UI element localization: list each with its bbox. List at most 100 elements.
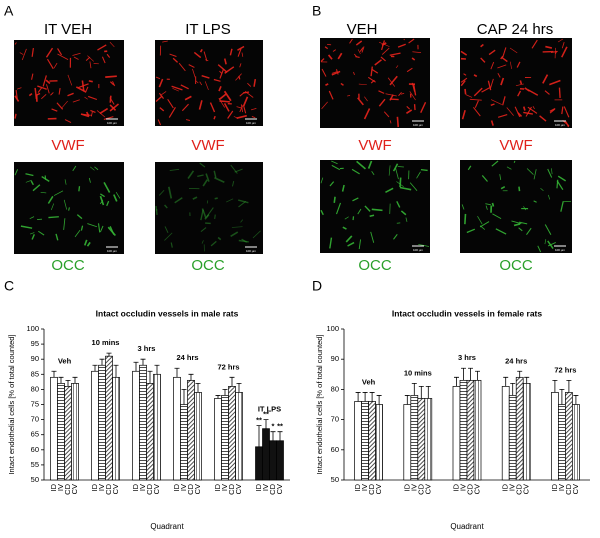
- vessel: [231, 180, 235, 187]
- vessel: [46, 84, 50, 94]
- vessel: [197, 174, 204, 177]
- bar: [214, 398, 222, 481]
- vessel: [169, 168, 180, 171]
- chart-title: Intact occludin vessels in female rats: [392, 308, 543, 318]
- vessel: [351, 168, 360, 175]
- vessel: [378, 90, 385, 94]
- quadrant-label: CV: [234, 484, 243, 494]
- vessel: [63, 199, 68, 210]
- vessel: [219, 70, 223, 74]
- bar: [276, 440, 284, 481]
- vessel: [480, 57, 486, 63]
- vessel: [357, 97, 364, 106]
- y-tick-label: 90: [31, 354, 39, 363]
- vessel: [247, 82, 252, 87]
- vessel: [233, 116, 239, 119]
- vessel: [406, 67, 413, 73]
- vessel: [14, 113, 17, 119]
- vessel: [47, 195, 54, 204]
- column-label: VEH: [347, 21, 378, 38]
- error-bar: [475, 370, 480, 381]
- vessel: [495, 228, 507, 235]
- vessel: [51, 108, 58, 112]
- vessel: [477, 216, 483, 225]
- vessel: [202, 179, 208, 187]
- vessel: [188, 64, 195, 68]
- vessel: [335, 202, 342, 215]
- error-bar: [174, 367, 180, 378]
- vessel: [90, 111, 93, 117]
- quadrant-label: IV: [261, 484, 270, 491]
- error-bar: [58, 376, 64, 384]
- vessel: [169, 53, 177, 57]
- vessel: [242, 96, 249, 107]
- vessel: [37, 85, 47, 90]
- vessel: [214, 177, 225, 183]
- group-label: 24 hrs: [176, 353, 198, 362]
- vessel: [74, 229, 81, 238]
- vessel: [109, 81, 115, 86]
- error-bar: [425, 385, 431, 399]
- vessel: [488, 49, 496, 56]
- scale-bar-label: 100 µm: [246, 121, 257, 125]
- vessel: [185, 119, 190, 121]
- error-bar: [510, 382, 516, 396]
- vessel: [389, 120, 392, 124]
- quadrant-label: CD: [268, 483, 277, 494]
- vessel: [158, 189, 165, 196]
- vessel: [109, 41, 115, 48]
- y-tick-label: 95: [31, 339, 39, 348]
- vessel: [469, 98, 482, 101]
- quadrant-label: ID: [353, 483, 362, 491]
- vessel: [34, 87, 38, 100]
- vessel: [64, 179, 67, 185]
- scale-bar-label: 100 µm: [555, 123, 566, 127]
- vessel: [367, 76, 376, 83]
- bar: [57, 383, 65, 481]
- vessel: [328, 90, 334, 100]
- vessel: [88, 80, 93, 83]
- vessel: [460, 50, 468, 56]
- vessel: [461, 204, 465, 210]
- vessel: [218, 98, 226, 108]
- error-bar: [517, 370, 523, 378]
- group-label: 72 hrs: [217, 362, 239, 371]
- vessel: [83, 239, 88, 246]
- quadrant-label: ID: [172, 483, 181, 491]
- vessel: [531, 39, 538, 49]
- vessel: [352, 197, 359, 202]
- vessel: [40, 191, 47, 194]
- vessel: [320, 209, 324, 216]
- vessel: [406, 105, 411, 110]
- micrograph: [320, 38, 430, 128]
- bar: [180, 404, 188, 481]
- vessel: [485, 205, 488, 210]
- y-tick-label: 55: [31, 460, 39, 469]
- quadrant-label: ID: [49, 483, 58, 491]
- vessel: [347, 241, 355, 247]
- vessel: [489, 78, 494, 89]
- vessel: [115, 191, 121, 199]
- vessel: [63, 218, 66, 231]
- quadrant-label: CD: [186, 483, 195, 494]
- vessel: [545, 45, 553, 49]
- error-bar: [418, 385, 424, 399]
- vessel: [532, 105, 535, 110]
- vessel: [329, 237, 333, 249]
- error-bar: [355, 392, 361, 402]
- vessel: [513, 160, 516, 163]
- vessel: [331, 71, 338, 74]
- vessel: [411, 82, 415, 92]
- quadrant-label: ID: [451, 483, 460, 491]
- y-tick-label: 90: [331, 354, 339, 363]
- bar: [452, 386, 461, 481]
- bar: [410, 395, 419, 481]
- vessel: [218, 86, 222, 92]
- significance: **: [256, 416, 262, 425]
- vessel: [331, 160, 338, 165]
- vessel: [371, 208, 383, 212]
- error-bar: [503, 376, 509, 387]
- vessel: [515, 83, 524, 86]
- quadrant-label: IV: [220, 484, 229, 491]
- vessel: [533, 169, 537, 180]
